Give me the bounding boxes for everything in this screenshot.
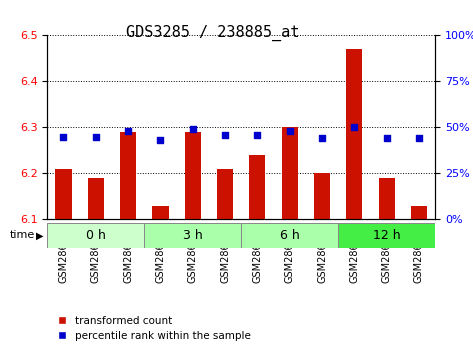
Point (350, 125, 358, 130)
Point (189, 126, 196, 132)
Bar (314, 173, 330, 219)
Bar (241, 223, 338, 248)
Bar (55, 169, 71, 219)
Point (92, 134, 99, 139)
Text: 12 h: 12 h (373, 229, 401, 242)
Text: 3 h: 3 h (183, 229, 202, 242)
Point (124, 128, 132, 134)
Bar (249, 155, 265, 219)
FancyBboxPatch shape (112, 223, 209, 248)
Point (415, 136, 423, 141)
Bar (88, 178, 104, 219)
Text: GDS3285 / 238885_at: GDS3285 / 238885_at (126, 25, 299, 41)
Bar (338, 223, 435, 248)
Bar (120, 132, 136, 219)
Text: ▶: ▶ (35, 230, 43, 240)
Text: 6 h: 6 h (280, 229, 299, 242)
Point (254, 132, 261, 138)
Bar (378, 178, 395, 219)
Point (157, 137, 164, 143)
Bar (411, 206, 427, 219)
Text: 0 h: 0 h (86, 229, 106, 242)
Bar (184, 132, 201, 219)
Text: time: time (9, 230, 35, 240)
Bar (217, 169, 233, 219)
Point (318, 136, 326, 141)
FancyBboxPatch shape (306, 223, 403, 248)
Bar (346, 49, 362, 219)
Bar (281, 127, 298, 219)
FancyBboxPatch shape (15, 223, 112, 248)
Point (221, 132, 229, 138)
Point (60, 134, 67, 139)
Legend: transformed count, percentile rank within the sample: transformed count, percentile rank withi… (53, 312, 255, 345)
Bar (144, 223, 241, 248)
Point (383, 136, 390, 141)
Bar (152, 206, 168, 219)
FancyBboxPatch shape (209, 223, 306, 248)
Point (286, 128, 293, 134)
Bar (47, 223, 144, 248)
